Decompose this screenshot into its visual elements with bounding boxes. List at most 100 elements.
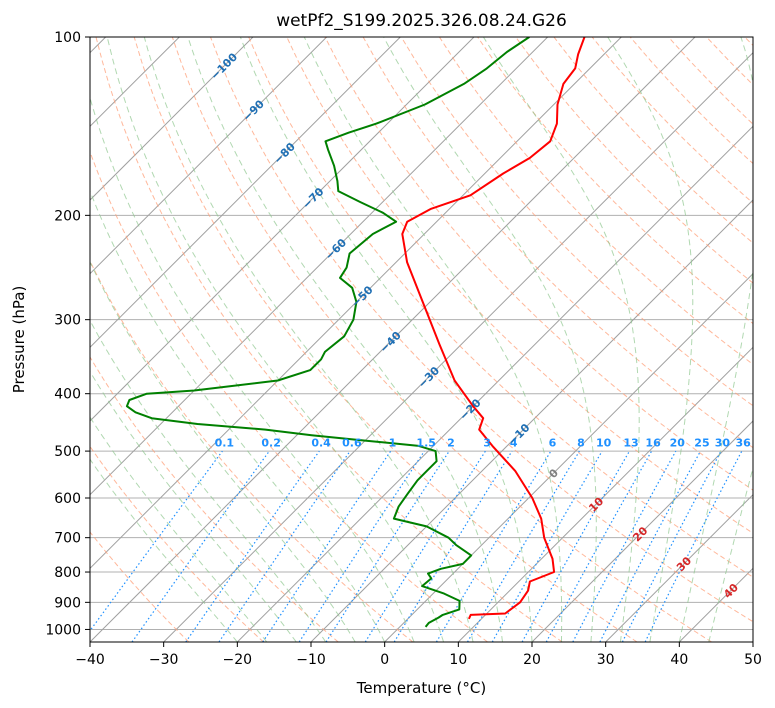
mixing-ratio-label: 13 (623, 437, 638, 450)
mixing-ratio-label: 0.4 (311, 437, 331, 450)
mixing-ratio-label: 20 (670, 437, 686, 450)
moist-adiabat (383, 37, 597, 642)
y-tick-label: 700 (54, 531, 81, 547)
x-tick-label: −20 (223, 652, 253, 668)
dry-adiabat (362, 37, 753, 449)
isotherm-label: −40 (377, 329, 404, 356)
dry-adiabat (591, 37, 753, 204)
moist-adiabat (90, 189, 386, 642)
dry-adiabat (171, 37, 712, 642)
mixing-ratio-label: 4 (510, 437, 518, 450)
isotherm-label: −80 (271, 140, 298, 167)
isotherm-line (90, 37, 328, 275)
isotherm-line (678, 567, 753, 642)
y-tick-label: 600 (54, 491, 81, 507)
y-tick-label: 100 (54, 30, 81, 46)
moist-adiabat (143, 37, 474, 642)
moist-adiabat (607, 37, 694, 642)
dry-adiabat (438, 37, 753, 366)
moist-adiabat (90, 416, 268, 642)
moist-adiabat (90, 319, 327, 642)
mixing-ratio-label: 36 (736, 437, 752, 450)
isotherm-line (605, 493, 753, 642)
mixing-ratio-line (644, 450, 743, 642)
mixing-ratio-line (599, 450, 702, 642)
mixing-ratio-label: 3 (483, 437, 491, 450)
dry-adiabat (668, 37, 753, 125)
x-tick-label: 0 (380, 652, 389, 668)
moist-adiabat (303, 37, 563, 642)
isotherm-line (90, 37, 401, 349)
mixing-ratio-label: 25 (694, 437, 709, 450)
mixing-ratio-label: 0.1 (215, 437, 235, 450)
mixing-ratio-line (325, 450, 450, 642)
x-tick-label: 40 (670, 652, 688, 668)
moist-adiabat (90, 260, 356, 642)
dry-adiabat (90, 531, 190, 642)
y-tick-label: 900 (54, 595, 81, 611)
isotherm-line (90, 37, 549, 496)
mixing-ratio-label: 10 (596, 437, 612, 450)
moist-adiabat (90, 96, 415, 642)
isotherm-label: −50 (349, 283, 376, 310)
mixing-ratio-label: 1 (389, 437, 397, 450)
plot-frame (89, 36, 754, 643)
axes: −40 −30 −20 −10 0 10 20 30 40 5010020030040050060… (45, 30, 762, 668)
chart-title: wetPf2_S199.2025.326.08.24.G26 (276, 11, 567, 31)
moist-adiabat (708, 466, 753, 642)
dry-adiabat (553, 37, 753, 244)
mixing-ratio-label: 30 (715, 437, 731, 450)
x-tick-label: −40 (75, 652, 105, 668)
dry-adiabat (248, 37, 753, 578)
moist-adiabat (106, 37, 445, 642)
mixing-ratio-line (262, 450, 392, 642)
mixing-ratio-line (90, 450, 223, 632)
mixing-ratio-label: 2 (447, 437, 455, 450)
mixing-ratio-label: 8 (577, 437, 585, 450)
mixing-ratio-label: 0.2 (261, 437, 281, 450)
x-axis-label: Temperature (°C) (356, 679, 486, 697)
dry-adiabat (90, 150, 488, 642)
moist-adiabat (90, 458, 238, 642)
background-grid (90, 37, 753, 642)
dry-adiabat (133, 37, 638, 642)
x-tick-label: 20 (523, 652, 541, 668)
x-tick-label: −30 (149, 652, 179, 668)
isotherm-line (90, 37, 696, 642)
mixing-ratio-line (521, 450, 631, 642)
y-tick-label: 800 (54, 565, 81, 581)
isotherm-line (90, 37, 475, 422)
y-tick-label: 200 (54, 208, 81, 224)
y-tick-label: 500 (54, 444, 81, 460)
y-tick-label: 300 (54, 313, 81, 329)
x-tick-label: 50 (744, 652, 762, 668)
sounding-profiles (125, 37, 586, 628)
y-tick-label: 1000 (45, 622, 81, 638)
y-tick-label: 400 (54, 387, 81, 403)
isotherm-line (457, 346, 753, 642)
mixing-ratio-label: 1.5 (416, 437, 436, 450)
moist-adiabat (90, 370, 297, 642)
isotherm-line (163, 51, 753, 642)
dry-adiabat (90, 445, 264, 642)
dry-adiabat (744, 37, 753, 47)
isotherm-line (90, 37, 622, 570)
mixing-ratio-line (572, 450, 677, 642)
mixing-ratio-label: 16 (645, 437, 661, 450)
moist-adiabat (678, 37, 753, 642)
dry-adiabat (706, 37, 753, 86)
isotherm-line (752, 641, 753, 642)
dry-adiabat (210, 37, 753, 623)
mixing-ratio-line (218, 450, 351, 642)
mixing-ratio-label: 6 (549, 437, 557, 450)
isotherm-line (384, 272, 753, 642)
dry-adiabat (90, 356, 339, 642)
dry-adiabat (515, 37, 753, 284)
isotherm-line (531, 420, 753, 642)
x-tick-label: −10 (296, 652, 326, 668)
temperature-line (401, 37, 586, 620)
isotherm-line (310, 199, 753, 642)
x-tick-label: 10 (449, 652, 467, 668)
x-tick-label: 30 (597, 652, 615, 668)
